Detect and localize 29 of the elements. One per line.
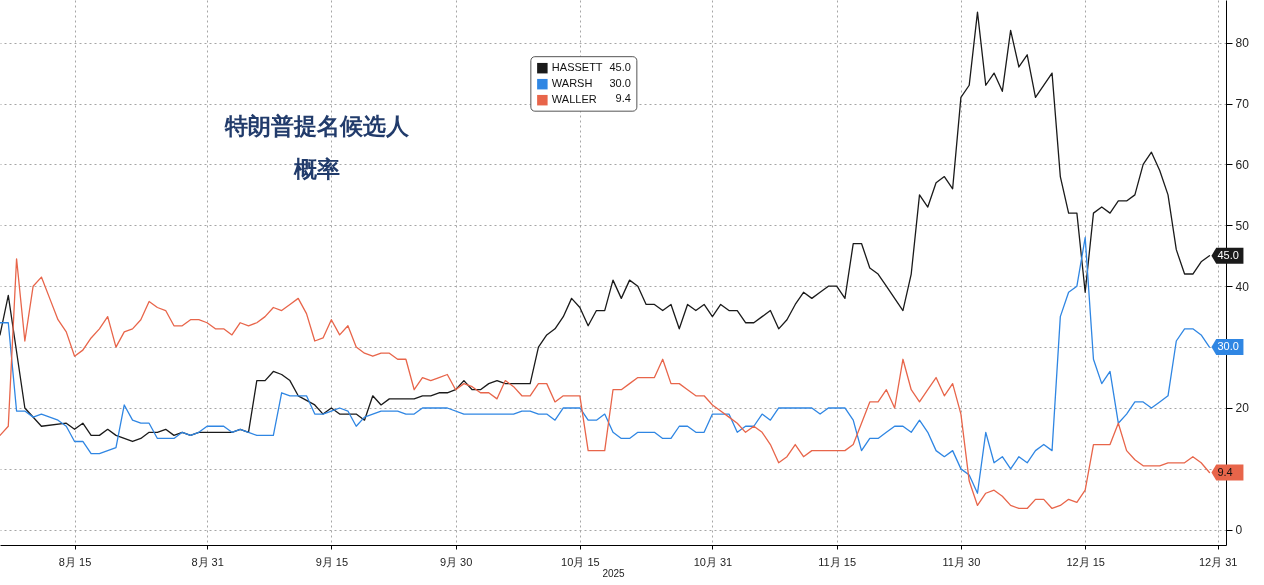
y-tick-label: 20: [1235, 401, 1250, 416]
x-tick-label: 10月 15: [561, 555, 600, 568]
y-tick-label: 50: [1235, 218, 1250, 233]
data-label: 45.0: [1217, 248, 1239, 261]
x-tick-label: 12月 15: [1066, 555, 1105, 568]
x-tick-label: 12月 31: [1198, 555, 1238, 568]
text: 概率: [293, 156, 340, 182]
x-tick-label: 11月 15: [818, 555, 857, 568]
text: 30.0: [609, 76, 631, 89]
x-tick-label: 8月 31: [191, 555, 224, 568]
legend-label: HASSETT: [551, 61, 603, 74]
text: 9.4: [615, 92, 631, 105]
data-label: 9.4: [1217, 465, 1233, 478]
data-label: 30.0: [1217, 340, 1239, 353]
legend-label: WALLER: [551, 93, 597, 106]
y-tick-label: 40: [1235, 279, 1250, 294]
x-tick-label: 9月 30: [439, 555, 473, 568]
text: 特朗普提名候选人: [224, 113, 410, 139]
x-tick-label: 11月 30: [942, 555, 981, 568]
y-tick-label: 0: [1235, 523, 1243, 538]
x-axis-title: 2025: [602, 567, 626, 579]
legend-label: WARSH: [551, 77, 593, 90]
x-tick-label: 8月 15: [58, 555, 92, 568]
text: 45.0: [609, 61, 631, 74]
y-tick-label: 80: [1235, 36, 1250, 51]
y-tick-label: 60: [1235, 157, 1250, 172]
x-tick-label: 9月 15: [315, 555, 349, 568]
y-tick-label: 70: [1235, 97, 1250, 112]
x-tick-label: 10月 31: [693, 555, 733, 568]
